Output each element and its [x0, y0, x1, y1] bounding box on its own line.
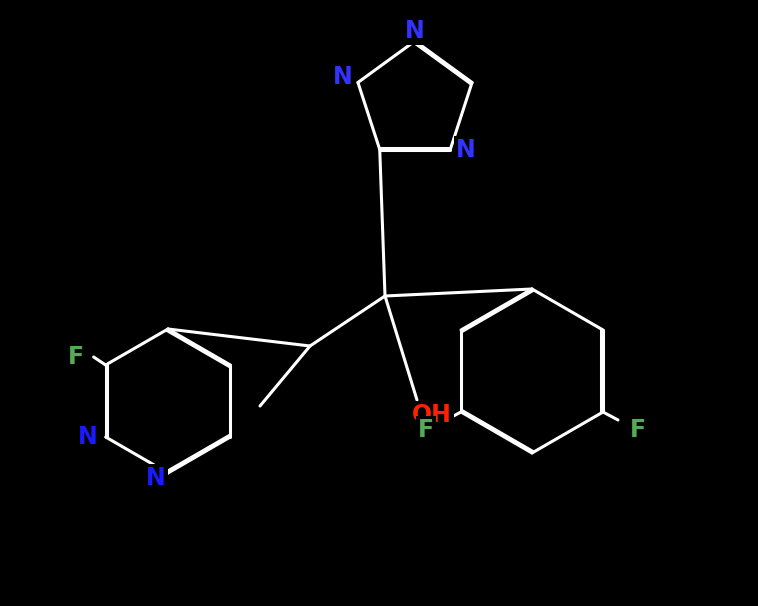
Text: N: N [78, 425, 98, 449]
Text: F: F [418, 418, 434, 442]
Text: N: N [333, 65, 352, 90]
Text: N: N [405, 19, 425, 43]
Text: OH: OH [412, 403, 452, 427]
Text: F: F [630, 418, 646, 442]
Text: N: N [146, 466, 166, 490]
Text: N: N [456, 138, 475, 162]
Text: F: F [67, 345, 83, 369]
